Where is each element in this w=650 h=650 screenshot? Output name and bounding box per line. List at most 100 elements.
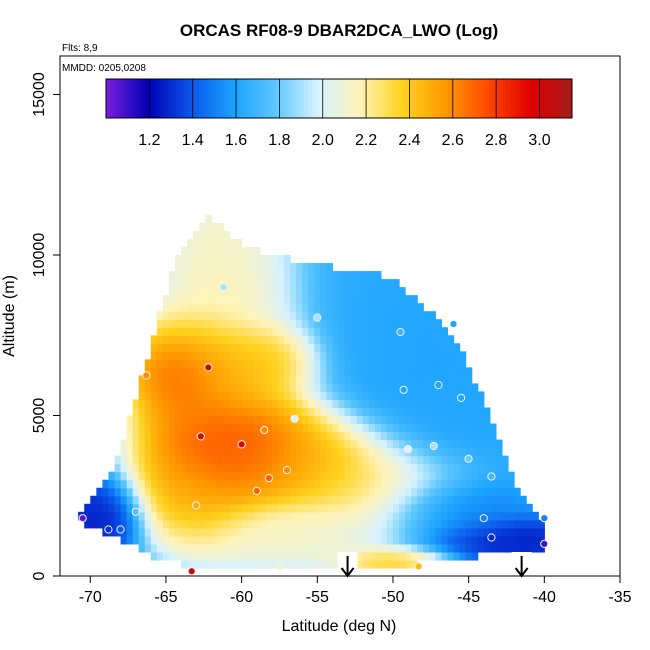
heatmap-cell	[441, 503, 449, 513]
heatmap-cell	[265, 295, 273, 304]
heatmap-cell	[314, 543, 321, 553]
heatmap-cell	[435, 503, 442, 513]
heatmap-cell	[392, 311, 400, 320]
heatmap-cell	[338, 463, 346, 473]
heatmap-cell	[235, 359, 243, 368]
heatmap-cell	[362, 271, 370, 280]
heatmap-cell	[259, 543, 267, 553]
heatmap-cell	[380, 311, 388, 320]
heatmap-cell	[229, 487, 237, 497]
heatmap-cell	[290, 327, 297, 336]
heatmap-cell	[108, 511, 116, 521]
colorbar-swatch	[474, 79, 480, 118]
heatmap-cell	[284, 327, 291, 336]
heatmap-cell	[247, 279, 255, 288]
heatmap-cell	[114, 503, 122, 513]
heatmap-cell	[423, 367, 430, 376]
heatmap-cell	[217, 295, 225, 304]
heatmap-cell	[405, 439, 412, 449]
heatmap-cell	[453, 495, 461, 505]
heatmap-cell	[429, 447, 436, 457]
heatmap-cell	[320, 303, 327, 312]
heatmap-cell	[489, 439, 497, 449]
heatmap-cell	[435, 519, 442, 529]
heatmap-cell	[156, 551, 164, 561]
heatmap-cell	[320, 391, 327, 401]
heatmap-cell	[187, 367, 194, 376]
heatmap-cell	[374, 383, 382, 393]
heatmap-cell	[108, 479, 116, 489]
heatmap-cell	[217, 359, 225, 368]
heatmap-cell	[181, 319, 188, 328]
heatmap-cell	[441, 343, 449, 352]
heatmap-cell	[187, 238, 194, 248]
heatmap-cell	[296, 479, 303, 489]
heatmap-cell	[205, 471, 212, 481]
heatmap-cell	[199, 303, 206, 312]
heatmap-cell	[150, 535, 158, 545]
heatmap-cell	[290, 495, 297, 505]
heatmap-cell	[380, 463, 388, 473]
heatmap-cell	[435, 415, 442, 425]
heatmap-cell	[265, 407, 273, 417]
colorbar-swatch	[230, 79, 235, 118]
heatmap-cell	[374, 319, 382, 328]
heatmap-cell	[368, 511, 376, 521]
heatmap-cell	[459, 479, 467, 489]
heatmap-cell	[350, 399, 358, 409]
heatmap-cell	[489, 527, 497, 537]
heatmap-cell	[241, 295, 249, 304]
heatmap-cell	[405, 527, 412, 537]
heatmap-cell	[211, 519, 218, 529]
x-tick-label: -65	[154, 589, 177, 606]
heatmap-cell	[290, 391, 297, 401]
heatmap-cell	[265, 503, 273, 513]
heatmap-cell	[399, 343, 406, 352]
heatmap-cell	[417, 527, 424, 537]
heatmap-cell	[508, 495, 515, 505]
heatmap-cell	[277, 287, 285, 296]
heatmap-cell	[380, 487, 388, 497]
heatmap-cell	[453, 367, 461, 376]
heatmap-cell	[271, 407, 279, 417]
heatmap-cell	[296, 383, 303, 393]
heatmap-cell	[205, 279, 212, 288]
heatmap-cell	[126, 471, 134, 481]
heatmap-cell	[483, 495, 491, 505]
heatmap-cell	[471, 431, 479, 441]
colorbar-swatch	[133, 79, 138, 118]
heatmap-cell	[253, 279, 261, 288]
heatmap-cell	[453, 471, 461, 481]
heatmap-cell	[296, 279, 303, 288]
heatmap-cell	[175, 407, 182, 417]
heatmap-cell	[344, 311, 352, 320]
heatmap-cell	[459, 551, 467, 561]
heatmap-cell	[223, 391, 231, 401]
heatmap-cell	[477, 447, 485, 457]
heatmap-cell	[284, 359, 291, 368]
colorbar-swatch	[339, 79, 344, 118]
heatmap-cell	[405, 543, 412, 553]
heatmap-cell	[495, 455, 503, 465]
colorbar-swatch	[451, 79, 456, 118]
heatmap-cell	[308, 263, 315, 272]
heatmap-cell	[205, 287, 212, 296]
observation-point	[275, 562, 284, 571]
heatmap-cell	[417, 399, 424, 409]
heatmap-cell	[162, 311, 170, 320]
heatmap-cell	[399, 535, 406, 545]
heatmap-cell	[477, 391, 485, 401]
heatmap-cell	[284, 303, 291, 312]
heatmap-cell	[392, 351, 400, 360]
heatmap-cell	[302, 407, 309, 417]
colorbar-swatch	[304, 79, 309, 118]
heatmap-cell	[459, 543, 467, 553]
heatmap-cell	[271, 367, 279, 376]
heatmap-cell	[368, 527, 376, 537]
heatmap-cell	[338, 399, 346, 409]
heatmap-cell	[520, 511, 527, 521]
heatmap-cell	[392, 327, 400, 336]
heatmap-cell	[411, 527, 418, 537]
heatmap-cell	[356, 471, 364, 481]
heatmap-cell	[453, 519, 461, 529]
